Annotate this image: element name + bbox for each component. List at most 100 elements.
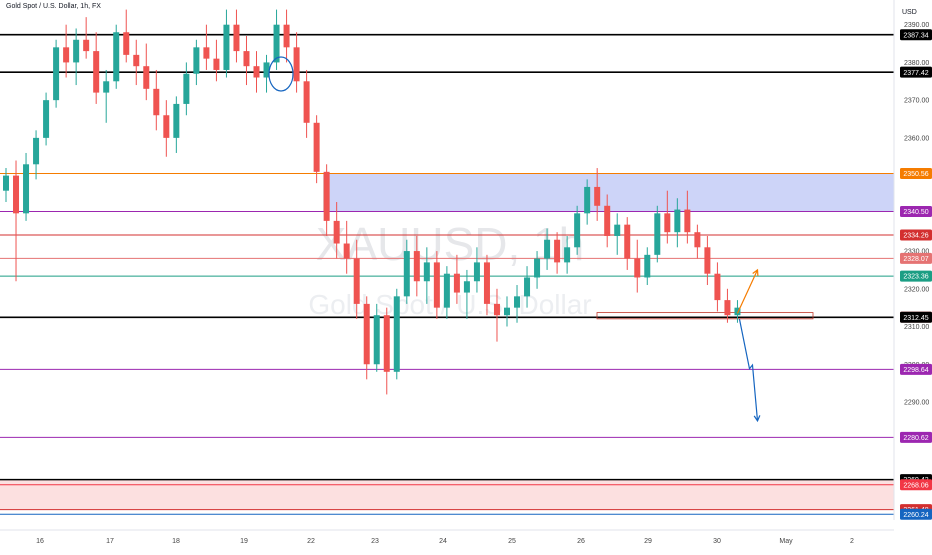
time-tick-label: 23 <box>371 538 379 545</box>
candle <box>704 235 711 286</box>
candle <box>133 39 140 86</box>
candle <box>564 235 571 274</box>
candle <box>514 285 521 323</box>
svg-text:2387.34: 2387.34 <box>903 32 928 39</box>
svg-text:2268.06: 2268.06 <box>903 482 928 489</box>
candle <box>714 262 721 312</box>
candle <box>183 62 190 116</box>
time-tick-label: 16 <box>36 538 44 545</box>
candle <box>644 247 651 286</box>
demand-zone <box>0 479 894 510</box>
candle <box>23 152 30 221</box>
candle <box>524 266 531 308</box>
candle <box>233 9 240 63</box>
candle <box>93 32 100 104</box>
candle <box>343 220 350 274</box>
candle <box>684 190 691 244</box>
candle <box>373 303 380 372</box>
level-price-label: 2260.24 <box>900 508 932 520</box>
candle <box>143 43 150 101</box>
candle <box>383 307 390 395</box>
candle <box>544 228 551 270</box>
candle <box>584 179 591 225</box>
time-tick-label: 25 <box>508 538 516 545</box>
candle <box>33 130 40 180</box>
time-tick-label: 18 <box>172 538 180 545</box>
price-tick-label: 2360.00 <box>904 135 929 142</box>
candle <box>283 9 290 63</box>
candle <box>313 115 320 184</box>
candle <box>674 198 681 248</box>
candle <box>664 190 671 244</box>
candle <box>53 39 60 108</box>
candle <box>293 32 300 93</box>
candle <box>604 194 611 248</box>
candle <box>594 168 601 221</box>
candle <box>504 296 510 327</box>
svg-text:2334.26: 2334.26 <box>903 233 928 240</box>
level-price-label: 2280.62 <box>900 431 932 443</box>
time-tick-label: 22 <box>307 538 315 545</box>
candle <box>333 202 340 259</box>
candle <box>43 92 50 146</box>
candle <box>253 51 260 93</box>
watermark-description: Gold Spot / U.S. Dollar <box>308 289 591 320</box>
candles-layer <box>3 9 741 395</box>
candle <box>13 160 20 282</box>
svg-text:2260.24: 2260.24 <box>903 512 928 519</box>
level-price-label: 2298.64 <box>900 363 932 375</box>
time-tick-label: 29 <box>644 538 652 545</box>
watermark-layer: XAUUSD, 1h Gold Spot / U.S. Dollar <box>308 218 591 320</box>
candle <box>554 232 561 274</box>
candle <box>634 239 641 293</box>
price-tick-label: 2370.00 <box>904 98 929 105</box>
candle <box>193 39 200 86</box>
svg-text:2298.64: 2298.64 <box>903 367 928 374</box>
candle <box>303 69 310 138</box>
candle <box>3 168 9 203</box>
candle <box>413 235 420 297</box>
level-price-label: 2268.06 <box>900 479 932 491</box>
candle <box>403 239 410 304</box>
price-tick-label: 2320.00 <box>904 286 929 293</box>
candle <box>534 251 541 289</box>
time-tick-label: 19 <box>240 538 248 545</box>
candle <box>223 9 230 78</box>
highlight-ellipse <box>268 56 294 92</box>
candle <box>734 300 741 323</box>
time-tick-label: 17 <box>106 538 114 545</box>
price-axis-currency: USD <box>902 9 917 16</box>
svg-text:2328.07: 2328.07 <box>903 256 928 263</box>
level-price-label: 2387.34 <box>900 29 932 41</box>
bearish-projection-arrowhead <box>753 415 761 423</box>
candle <box>353 239 360 319</box>
candle <box>263 54 270 93</box>
candle <box>323 164 330 236</box>
candle <box>163 100 170 157</box>
candle <box>463 269 470 319</box>
chart-title: Gold Spot / U.S. Dollar, 1h, FX <box>6 3 101 10</box>
candle <box>694 224 701 259</box>
candle <box>493 288 500 342</box>
time-tick-label: 2 <box>850 538 854 545</box>
svg-text:2312.45: 2312.45 <box>903 315 928 322</box>
candle <box>724 288 731 323</box>
candle <box>273 9 280 70</box>
bearish-projection <box>738 318 759 421</box>
candle <box>83 17 90 59</box>
candle <box>103 69 110 123</box>
annotation-layer <box>268 56 761 423</box>
level-price-label: 2312.45 <box>900 311 932 323</box>
level-price-label: 2377.42 <box>900 66 932 78</box>
candle <box>153 69 160 131</box>
candle <box>363 296 370 380</box>
candle <box>423 247 430 304</box>
time-tick-label: 24 <box>439 538 447 545</box>
candle <box>624 217 631 270</box>
candle <box>614 213 621 255</box>
candle <box>63 24 70 78</box>
svg-text:2280.62: 2280.62 <box>903 435 928 442</box>
time-tick-label: 30 <box>713 538 721 545</box>
price-tick-label: 2290.00 <box>904 399 929 406</box>
